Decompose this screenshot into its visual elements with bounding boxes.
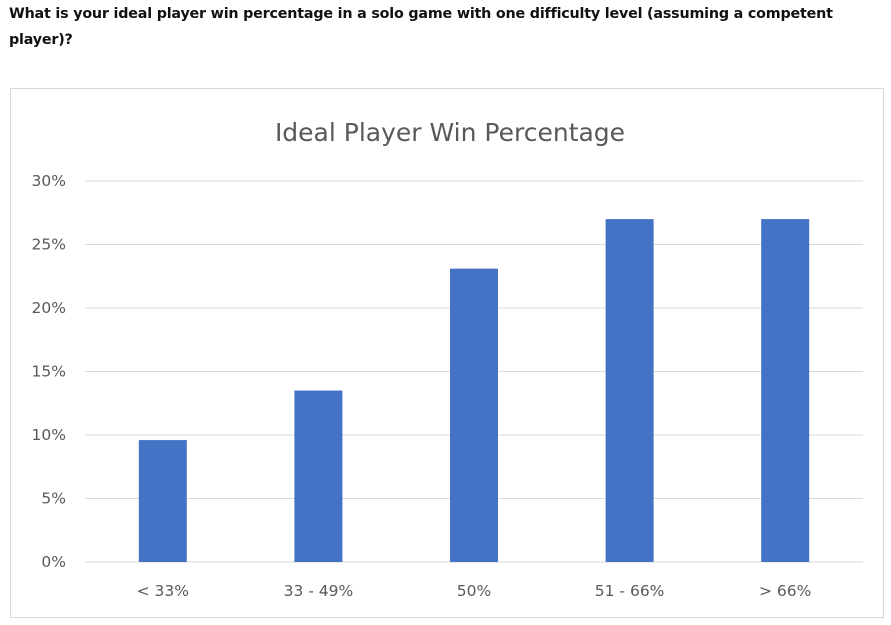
x-tick-label: 33 - 49% (284, 582, 354, 600)
chart-container: Ideal Player Win Percentage 0% 5% 10% 15% 20… (10, 88, 884, 618)
bar (138, 440, 187, 562)
bar (450, 268, 498, 562)
question-text: What is your ideal player win percentage… (9, 6, 833, 48)
x-axis-tick-labels: < 33% 33 - 49% 50% 51 - 66% > 66% (137, 582, 812, 600)
y-tick-label: 30% (32, 172, 66, 190)
y-tick-label: 15% (32, 363, 66, 381)
bar (761, 219, 810, 562)
x-tick-label: > 66% (759, 582, 811, 600)
y-axis-tick-labels: 0% 5% 10% 15% 20% 25% 30% (32, 172, 66, 571)
x-tick-label: 51 - 66% (595, 582, 665, 600)
chart-title: Ideal Player Win Percentage (275, 118, 625, 147)
y-tick-label: 5% (41, 490, 66, 508)
bar-chart: Ideal Player Win Percentage 0% 5% 10% 15% 20… (32, 118, 863, 600)
y-tick-label: 25% (32, 236, 66, 254)
x-tick-label: 50% (457, 582, 491, 600)
y-tick-label: 10% (32, 426, 66, 444)
x-tick-label: < 33% (137, 582, 189, 600)
bar (605, 219, 654, 562)
bars (138, 219, 810, 562)
y-tick-label: 0% (41, 553, 66, 571)
bar (294, 390, 343, 562)
y-tick-label: 20% (32, 299, 66, 317)
